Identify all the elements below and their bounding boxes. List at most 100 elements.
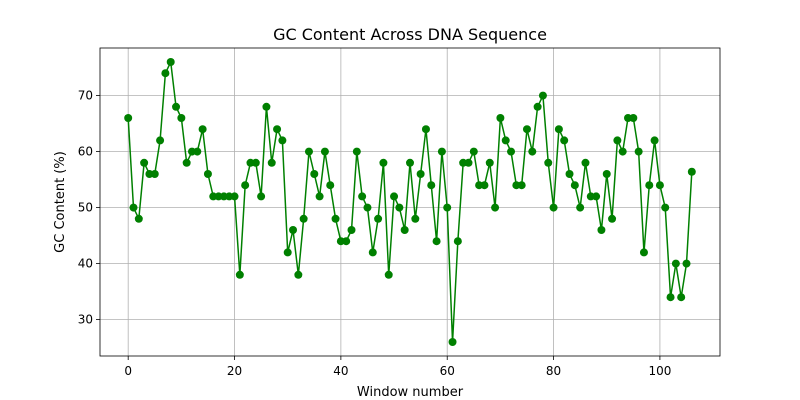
data-point xyxy=(289,226,298,234)
data-point xyxy=(677,293,686,302)
data-point xyxy=(522,125,531,134)
data-point xyxy=(650,136,659,145)
data-point xyxy=(315,192,324,201)
data-point xyxy=(666,293,675,302)
data-point xyxy=(182,158,191,167)
data-point xyxy=(485,158,494,167)
data-point xyxy=(395,203,404,212)
data-point xyxy=(342,237,351,246)
data-point xyxy=(570,181,579,190)
data-point xyxy=(581,158,590,167)
data-point xyxy=(618,147,627,156)
x-tick-label: 0 xyxy=(124,364,132,378)
data-point xyxy=(432,237,441,246)
data-point xyxy=(634,147,643,156)
data-point xyxy=(517,181,526,190)
data-point xyxy=(528,147,537,156)
data-point xyxy=(671,259,680,268)
data-point xyxy=(613,136,622,145)
data-point xyxy=(645,181,654,190)
y-tick-label: 50 xyxy=(78,201,93,215)
data-point xyxy=(161,69,170,78)
data-point xyxy=(682,259,691,268)
data-point xyxy=(464,158,473,167)
data-point xyxy=(320,147,329,156)
data-point xyxy=(448,338,457,346)
data-point xyxy=(129,203,138,212)
data-point xyxy=(177,114,186,122)
data-point xyxy=(453,237,462,246)
data-point xyxy=(358,192,367,201)
data-point xyxy=(507,147,516,156)
data-point xyxy=(597,226,606,234)
data-point xyxy=(655,181,664,190)
data-point xyxy=(533,102,542,111)
data-point xyxy=(538,91,547,100)
data-point xyxy=(661,203,670,212)
data-point xyxy=(273,125,282,134)
x-tick-label: 60 xyxy=(440,364,455,378)
data-point xyxy=(198,125,207,134)
data-point xyxy=(421,125,430,134)
y-tick-label: 30 xyxy=(78,313,93,327)
x-tick-label: 80 xyxy=(546,364,561,378)
data-point xyxy=(124,114,133,122)
data-point xyxy=(687,167,696,176)
data-point xyxy=(283,248,292,257)
data-point xyxy=(491,203,500,212)
x-tick-label: 20 xyxy=(227,364,242,378)
chart-title: GC Content Across DNA Sequence xyxy=(273,25,547,44)
axis-ticks: 0 20 40 60 80 100 30 40 50 60 70 xyxy=(78,89,672,378)
data-point xyxy=(406,158,414,167)
data-point xyxy=(576,203,585,212)
data-point xyxy=(166,58,175,66)
data-point xyxy=(554,125,563,134)
data-point xyxy=(480,181,489,190)
data-point xyxy=(544,158,553,167)
data-point xyxy=(565,170,574,178)
series-gc-content xyxy=(124,58,696,346)
data-point xyxy=(347,226,356,234)
data-point xyxy=(363,203,372,212)
data-point xyxy=(374,214,383,223)
data-point xyxy=(501,136,510,145)
data-point xyxy=(156,136,165,145)
data-point xyxy=(140,158,149,167)
data-point xyxy=(560,136,569,145)
x-tick-label: 100 xyxy=(648,364,671,378)
x-axis-label: Window number xyxy=(357,385,464,400)
data-point xyxy=(257,192,266,201)
y-tick-label: 70 xyxy=(78,89,93,103)
data-point xyxy=(352,147,361,156)
y-tick-label: 40 xyxy=(78,257,93,271)
y-axis-label: GC Content (%) xyxy=(53,151,68,253)
data-point xyxy=(331,214,340,223)
data-point xyxy=(443,203,452,212)
data-point xyxy=(241,181,250,190)
data-point xyxy=(251,158,260,167)
data-point xyxy=(134,214,143,223)
data-point xyxy=(278,136,287,145)
data-point xyxy=(592,192,601,201)
data-point xyxy=(230,192,239,201)
data-point xyxy=(262,102,271,111)
data-point xyxy=(549,203,558,212)
data-point xyxy=(427,181,436,190)
data-point xyxy=(437,147,446,156)
data-point xyxy=(602,170,611,178)
series-line xyxy=(127,59,693,343)
data-point xyxy=(400,226,409,234)
data-point xyxy=(639,248,648,257)
data-point xyxy=(310,170,319,178)
data-point xyxy=(379,158,388,167)
data-point xyxy=(294,270,303,279)
data-point xyxy=(390,192,399,201)
data-point xyxy=(384,270,393,279)
y-tick-label: 60 xyxy=(78,145,93,159)
data-point xyxy=(203,170,212,178)
data-point xyxy=(299,214,308,223)
data-point xyxy=(411,214,420,223)
data-point xyxy=(629,114,638,122)
data-point xyxy=(193,147,202,156)
